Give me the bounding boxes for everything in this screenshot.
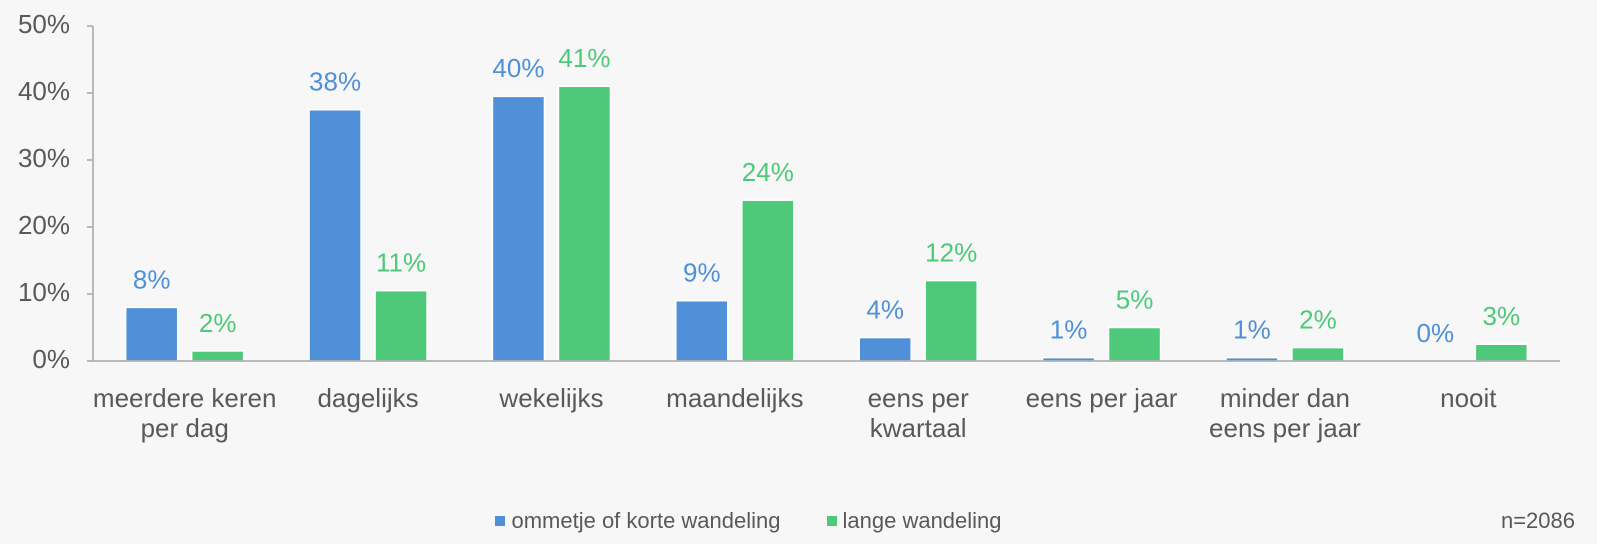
bar [308, 109, 362, 362]
data-label: 1% [1233, 315, 1271, 345]
data-label: 41% [558, 43, 610, 73]
y-tick-label: 40% [18, 76, 70, 106]
data-label: 8% [133, 264, 171, 294]
legend-label: lange wandeling [842, 508, 1002, 533]
x-tick-label: maandelijks [666, 383, 804, 413]
bar [557, 85, 612, 362]
data-label: 40% [492, 53, 544, 83]
y-tick-label: 10% [18, 277, 70, 307]
legend-item: lange wandeling [826, 508, 1002, 534]
legend-item: ommetje of korte wandeling [495, 508, 781, 534]
x-tick-label: eens per jaar [1025, 383, 1178, 413]
y-tick-label: 0% [32, 344, 70, 374]
data-label: 0% [1417, 318, 1455, 348]
legend-swatch [495, 516, 506, 526]
bar [491, 95, 546, 362]
data-label: 4% [866, 294, 904, 324]
x-tick-label: dagelijks [317, 383, 419, 413]
bar [675, 299, 729, 362]
data-label: 1% [1050, 315, 1088, 345]
bar [741, 199, 795, 362]
bar [1291, 346, 1345, 362]
data-label: 24% [742, 157, 794, 187]
legend-label: ommetje of korte wandeling [511, 508, 781, 533]
data-label: 11% [376, 248, 426, 278]
bar [124, 306, 179, 362]
x-tick-label: eens per kwartaal [867, 383, 969, 443]
bar [374, 289, 428, 362]
x-tick-label: minder dan eens per jaar [1209, 383, 1361, 443]
annotation: n=2086 [1500, 508, 1575, 533]
legend: ommetje of korte wandeling lange wandelin… [0, 508, 1497, 534]
x-tick-label: meerdere keren per dag [92, 383, 277, 443]
bar [190, 350, 245, 362]
data-label: 3% [1483, 301, 1521, 331]
y-tick-label: 50% [18, 9, 70, 39]
bar [1474, 343, 1529, 362]
x-tick-label: nooit [1440, 383, 1497, 413]
data-label: 38% [309, 67, 361, 97]
data-label: 12% [925, 237, 977, 267]
legend-swatch [826, 516, 837, 526]
x-tick-label: wekelijks [499, 383, 604, 413]
bar [858, 336, 912, 362]
bar [1107, 326, 1162, 362]
bar [924, 279, 978, 362]
y-tick-label: 30% [18, 143, 70, 173]
data-label: 9% [683, 258, 721, 288]
data-label: 5% [1116, 284, 1154, 314]
data-label: 2% [199, 308, 237, 338]
y-tick-label: 20% [18, 210, 70, 240]
data-label: 2% [1299, 304, 1337, 334]
